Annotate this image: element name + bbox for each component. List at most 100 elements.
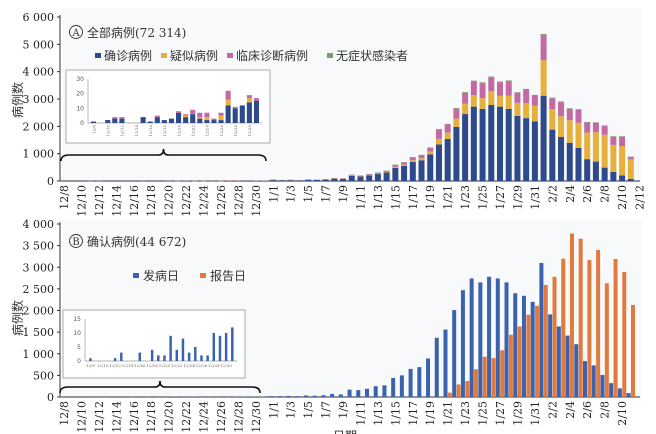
a-inset-bar xyxy=(190,114,196,123)
bar-a-2-47 xyxy=(470,81,477,96)
bar-a-1-53 xyxy=(523,103,530,119)
bar-a-0-29 xyxy=(313,179,320,181)
bar-a-1-62 xyxy=(601,134,608,168)
a-inset-bar xyxy=(225,105,231,123)
bar-a-1-55 xyxy=(540,60,547,96)
bar-a-2-34 xyxy=(357,175,364,177)
b-x-tick-label: 12/16 xyxy=(128,401,141,433)
a-x-tick-label: 1/1 xyxy=(267,185,280,203)
bar-a-2-64 xyxy=(619,136,626,147)
bar-b-1-47 xyxy=(474,369,479,397)
b-x-tick-label: 1/9 xyxy=(337,401,350,419)
bar-b-0-44 xyxy=(443,329,448,397)
bar-a-1-52 xyxy=(514,102,521,116)
bar-a-0-56 xyxy=(549,129,556,181)
a-inset-y-tick-label: 20 xyxy=(76,91,84,98)
a-inset-bar xyxy=(112,117,118,119)
b-x-tick-label: 1/31 xyxy=(529,401,542,426)
a-inset-bar xyxy=(218,115,224,121)
a-inset-x-tick-label: 12/28 xyxy=(233,125,238,137)
bar-b-0-54 xyxy=(530,301,535,397)
bar-a-1-65 xyxy=(627,159,634,179)
b-inset-bar xyxy=(218,335,222,361)
b-y-tick-label: 1 000 xyxy=(23,348,55,361)
a-y-tick-label: 0 xyxy=(47,175,54,188)
bar-a-0-61 xyxy=(592,161,599,181)
bar-a-3-45 xyxy=(453,108,460,109)
bar-a-1-39 xyxy=(401,164,408,166)
bar-a-2-43 xyxy=(435,129,442,139)
bar-a-3-46 xyxy=(462,92,469,93)
panel-a-title: A 全部病例(72 314) xyxy=(69,25,186,40)
a-inset-bar xyxy=(161,120,167,123)
bar-a-1-41 xyxy=(418,158,425,161)
a-inset-bar xyxy=(225,90,231,100)
bar-b-0-45 xyxy=(452,310,457,397)
bar-b-1-63 xyxy=(613,259,618,397)
bar-b-1-62 xyxy=(604,283,609,397)
b-inset-bar xyxy=(200,355,203,361)
bar-a-0-41 xyxy=(418,160,425,181)
bar-a-3-59 xyxy=(575,109,582,110)
b-inset-bar xyxy=(157,355,160,361)
bar-a-1-50 xyxy=(497,95,503,107)
bar-b-0-34 xyxy=(356,390,361,397)
bar-a-2-62 xyxy=(601,126,608,135)
a-x-tick-label: 1/9 xyxy=(337,185,350,203)
bar-a-2-60 xyxy=(584,122,591,133)
bar-a-1-43 xyxy=(435,138,442,145)
b-x-tick-label: 1/15 xyxy=(389,401,402,426)
a-x-tick-label: 1/13 xyxy=(372,185,385,210)
legend-label-asymptomatic: 无症状感染者 xyxy=(336,48,408,63)
b-inset-bar xyxy=(231,327,234,361)
a-x-tick-label: 12/20 xyxy=(163,185,176,217)
b-inset-bar xyxy=(120,352,123,361)
a-x-tick-label: 12/26 xyxy=(215,185,228,217)
a-inset-x-tick-label: 12/18 xyxy=(162,125,167,137)
legend-label-confirmed: 确诊病例 xyxy=(104,48,152,63)
a-inset-bar xyxy=(147,121,153,123)
bar-a-2-54 xyxy=(531,95,538,106)
bar-b-0-56 xyxy=(548,314,553,397)
bar-a-1-60 xyxy=(584,132,591,160)
bar-a-2-36 xyxy=(374,172,381,174)
a-y-tick-label: 1 000 xyxy=(23,148,55,161)
bar-a-3-53 xyxy=(523,88,530,90)
bar-b-0-26 xyxy=(286,395,291,397)
a-x-tick-label: 2/12 xyxy=(634,185,647,210)
a-inset-bar xyxy=(197,117,203,119)
a-inset-bar xyxy=(253,101,260,123)
a-inset-bar xyxy=(211,118,217,121)
bar-b-0-33 xyxy=(347,389,352,397)
a-inset-bar xyxy=(154,115,160,118)
a-inset-bar xyxy=(211,120,217,123)
a-inset-bar xyxy=(253,98,260,101)
a-y-tick-label: 4 000 xyxy=(23,66,55,79)
b-inset-x-tick-label: 12/24 xyxy=(183,363,195,368)
bar-b-1-65 xyxy=(631,304,635,397)
bar-b-1-55 xyxy=(543,284,548,397)
a-inset-y-tick-label: 10 xyxy=(76,105,84,112)
b-inset-x-tick-label: 12/8 xyxy=(86,363,95,368)
a-x-tick-label: 1/11 xyxy=(354,185,367,210)
a-x-tick-label: 12/24 xyxy=(198,185,211,217)
bar-a-0-43 xyxy=(435,144,442,181)
bar-b-0-52 xyxy=(513,293,518,397)
a-x-tick-label: 1/17 xyxy=(407,185,420,210)
bar-a-3-58 xyxy=(566,108,573,109)
bar-a-1-59 xyxy=(575,122,582,148)
a-inset-bar xyxy=(246,98,252,103)
bar-b-1-50 xyxy=(500,350,505,397)
y-axis-label-a: 病例数 xyxy=(10,82,25,118)
b-y-tick-label: 3 500 xyxy=(23,240,55,253)
a-x-tick-label: 1/31 xyxy=(529,185,542,210)
bar-a-2-49 xyxy=(488,77,495,92)
b-inset-x-tick-label: 12/26 xyxy=(196,363,208,368)
b-x-tick-label: 12/10 xyxy=(75,401,88,433)
bar-a-2-50 xyxy=(497,82,503,96)
a-inset-bar xyxy=(91,121,97,123)
bar-a-2-58 xyxy=(566,108,573,121)
a-inset-bar xyxy=(232,106,238,109)
bar-a-1-56 xyxy=(549,109,556,130)
bar-a-0-54 xyxy=(531,121,538,181)
